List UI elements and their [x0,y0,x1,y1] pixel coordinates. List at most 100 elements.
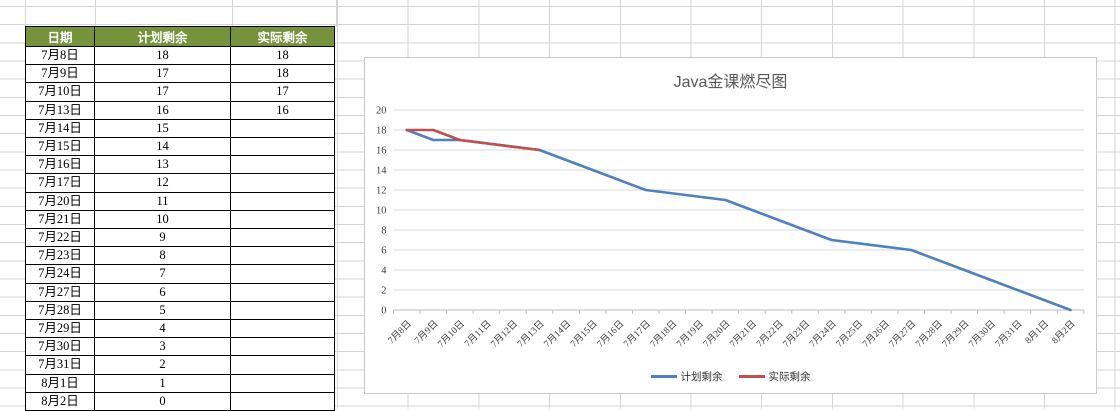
table-row: 8月2日 0 [25,391,335,411]
date-cell[interactable]: 7月29日 [25,319,95,339]
date-cell[interactable]: 7月8日 [25,45,95,66]
planned-cell[interactable]: 12 [94,173,231,193]
date-cell[interactable]: 7月31日 [25,355,95,375]
x-axis-label: 7月28日 [914,318,945,349]
header-actual[interactable]: 实际剩余 [230,26,335,47]
planned-cell[interactable]: 0 [94,391,231,411]
actual-cell[interactable]: 16 [230,100,335,120]
date-cell[interactable]: 7月10日 [25,82,95,102]
table-row: 7月14日 15 [25,118,335,139]
planned-cell[interactable]: 18 [94,45,231,66]
x-axis-label: 7月29日 [940,318,971,349]
date-cell[interactable]: 7月21日 [25,209,95,230]
x-axis-label: 7月8日 [386,318,414,346]
planned-cell[interactable]: 9 [94,228,231,248]
planned-cell[interactable]: 5 [94,300,231,321]
table-row: 8月1日 1 [25,373,335,393]
y-axis-label: 16 [376,146,387,157]
date-cell[interactable]: 7月27日 [25,282,95,302]
header-planned[interactable]: 计划剩余 [94,26,231,47]
actual-series-line[interactable] [405,128,541,152]
y-axis-label: 12 [376,186,387,197]
actual-cell[interactable] [230,246,335,266]
date-cell[interactable]: 7月13日 [25,100,95,120]
date-cell[interactable]: 7月15日 [25,137,95,157]
date-cell[interactable]: 7月17日 [25,173,95,193]
date-cell[interactable]: 7月14日 [25,118,95,139]
legend-label-actual: 实际剩余 [768,371,811,383]
planned-cell[interactable]: 3 [94,337,231,357]
table-row: 7月15日 14 [25,137,335,157]
actual-cell[interactable] [230,191,335,211]
actual-cell[interactable] [230,118,335,139]
date-cell[interactable]: 7月16日 [25,155,95,175]
planned-cell[interactable]: 17 [94,64,231,84]
planned-cell[interactable]: 6 [94,282,231,302]
actual-cell[interactable] [230,319,335,339]
actual-cell[interactable] [230,300,335,321]
actual-cell[interactable] [230,373,335,393]
spreadsheet-grid-column-line [336,0,337,26]
planned-cell[interactable]: 2 [94,355,231,375]
x-axis-label: 7月31日 [993,318,1024,349]
table-row: 7月22日 9 [25,228,335,248]
spreadsheet-grid-column-line [232,0,233,26]
chart-legend: 计划剩余 实际剩余 [365,369,1096,383]
date-cell[interactable]: 7月20日 [25,191,95,211]
x-axis-label: 7月21日 [728,318,759,349]
date-cell[interactable]: 7月9日 [25,64,95,84]
planned-cell[interactable]: 8 [94,246,231,266]
x-axis-label: 7月17日 [622,318,653,349]
planned-cell[interactable]: 7 [94,264,231,284]
actual-cell[interactable] [230,228,335,248]
planned-cell[interactable]: 17 [94,82,231,102]
date-cell[interactable]: 8月1日 [25,373,95,393]
actual-cell[interactable] [230,137,335,157]
date-cell[interactable]: 7月28日 [25,300,95,321]
planned-cell[interactable]: 14 [94,137,231,157]
x-axis-label: 8月2日 [1050,318,1078,346]
date-cell[interactable]: 7月24日 [25,264,95,284]
planned-cell[interactable]: 16 [94,100,231,120]
actual-cell[interactable] [230,155,335,175]
x-axis-label: 7月15日 [568,318,599,349]
legend-item-actual[interactable]: 实际剩余 [738,369,811,384]
planned-cell[interactable]: 13 [94,155,231,175]
actual-cell[interactable] [230,264,335,284]
x-axis-label: 7月14日 [542,318,573,349]
legend-label-planned: 计划剩余 [680,371,723,383]
planned-series-line[interactable] [405,128,1072,312]
table-row: 7月21日 10 [25,209,335,230]
actual-cell[interactable]: 18 [230,64,335,84]
actual-cell[interactable] [230,209,335,230]
planned-cell[interactable]: 4 [94,319,231,339]
actual-cell[interactable] [230,173,335,193]
actual-cell[interactable]: 17 [230,82,335,102]
date-cell[interactable]: 7月22日 [25,228,95,248]
burndown-table[interactable]: 日期 计划剩余 实际剩余 7月8日 18 18 7月9日 17 18 7月10日 17 17 7月… [25,26,335,411]
planned-cell[interactable]: 15 [94,118,231,139]
planned-cell[interactable]: 10 [94,209,231,230]
legend-item-planned[interactable]: 计划剩余 [650,369,723,384]
x-axis-label: 7月16日 [595,318,626,349]
date-cell[interactable]: 7月23日 [25,246,95,266]
date-cell[interactable]: 7月30日 [25,337,95,357]
actual-cell[interactable] [230,282,335,302]
actual-cell[interactable]: 18 [230,45,335,66]
table-header-row: 日期 计划剩余 实际剩余 [25,26,335,47]
actual-cell[interactable] [230,355,335,375]
date-cell[interactable]: 8月2日 [25,391,95,411]
spreadsheet-grid-column-line [25,0,26,26]
header-date[interactable]: 日期 [25,26,95,47]
planned-cell[interactable]: 1 [94,373,231,393]
x-axis-label: 8月1日 [1023,318,1051,346]
planned-cell[interactable]: 11 [94,191,231,211]
y-axis-label: 14 [376,166,387,177]
actual-cell[interactable] [230,337,335,357]
burndown-chart[interactable]: 0 2 4 6 8 10 12 14 16 18 20 7月8日 7月9日 7月10日 7月11日 7月12日… [364,57,1097,394]
x-axis-label: 7月19日 [675,318,706,349]
actual-cell[interactable] [230,391,335,411]
x-axis-label: 7月23日 [781,318,812,349]
table-row: 7月9日 17 18 [25,64,335,84]
